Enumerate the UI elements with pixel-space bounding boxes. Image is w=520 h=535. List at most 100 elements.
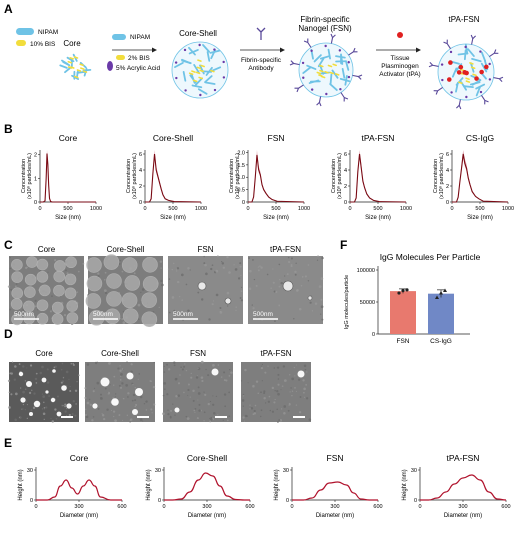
afm-noise — [281, 385, 284, 387]
afm-noise — [263, 390, 266, 393]
afm-noise — [19, 387, 22, 389]
afm-noise — [253, 409, 256, 413]
tem-title: Core — [38, 245, 56, 254]
polymer-strand — [463, 49, 467, 61]
tem-particle — [38, 284, 51, 297]
afm-noise — [43, 418, 45, 421]
afm-noise — [122, 397, 125, 400]
afm-noise — [268, 395, 271, 398]
nta-error-band — [452, 150, 508, 202]
tem-noise — [293, 318, 295, 320]
acrylic-acid-label: 5% Acrylic Acid — [116, 65, 160, 72]
panel-a-schematic: NIPAM 10% BIS Core NIPAM 2% BIS 5% Acryl… — [16, 15, 504, 110]
panel-f-igg-bar-chart: IgG Molecules Per Particle 0 50000 100000 Ig… — [344, 252, 481, 345]
tem-noise — [294, 273, 297, 276]
afm-noise — [260, 409, 263, 412]
tem-particle — [24, 273, 37, 286]
afm-particle — [174, 407, 180, 413]
afm-noise — [74, 414, 77, 417]
polymer-strand — [188, 46, 196, 56]
tem-noise — [240, 286, 243, 289]
x-tick-label: 600 — [501, 504, 510, 510]
afm-noise — [201, 379, 204, 383]
afm-noise — [26, 417, 28, 420]
afm-noise — [24, 408, 27, 411]
antibody-mark — [294, 84, 304, 93]
bis-crosslink — [472, 73, 477, 77]
y-tick-label: 50000 — [360, 300, 375, 306]
afm-title: FSN — [190, 349, 206, 358]
afm-noise — [121, 382, 124, 385]
tpa-label-3: Activator (tPA) — [379, 71, 420, 78]
afm-noise — [185, 415, 188, 418]
antibody-icon — [256, 27, 266, 40]
afm-noise — [134, 386, 137, 389]
bis-icon — [16, 40, 26, 46]
tem-noise — [296, 289, 299, 292]
afm-noise — [181, 368, 185, 371]
afm-noise — [22, 408, 24, 410]
afm-noise — [74, 389, 78, 393]
acrylic-acid-dot — [324, 44, 327, 48]
afm-noise — [84, 387, 87, 390]
tem-noise — [215, 293, 219, 297]
afm-noise — [204, 393, 207, 397]
polymer-strand — [319, 55, 331, 60]
tem-noise — [283, 275, 286, 277]
polymer-strand — [481, 51, 487, 62]
tem-noise — [257, 266, 260, 268]
height-profile-line — [291, 481, 378, 501]
afm-noise — [212, 364, 215, 367]
polymer-strand — [206, 51, 211, 62]
y-tick-label: 0 — [34, 200, 37, 206]
bis-crosslink — [210, 69, 215, 73]
afm-noise — [71, 413, 74, 416]
afm-noise — [242, 395, 245, 397]
y-tick-label: 30 — [27, 468, 33, 474]
afm-noise — [8, 391, 11, 394]
afm-noise — [280, 408, 283, 410]
tem-noise — [270, 287, 272, 289]
tem-particle — [85, 293, 102, 309]
tem-noise — [176, 280, 180, 284]
afm-noise — [68, 378, 70, 380]
afm-particle — [52, 369, 56, 373]
afm-noise — [89, 403, 92, 406]
bar-cs-igg — [428, 293, 454, 334]
afm-noise — [215, 395, 218, 398]
y-axis-label: IgG molecules/particle — [344, 275, 350, 329]
afm-noise — [138, 373, 141, 375]
afm-noise — [228, 391, 231, 394]
afm-noise — [249, 408, 251, 410]
afm-noise — [21, 365, 25, 368]
arrow-3-head — [416, 47, 421, 53]
afm-particle — [56, 411, 62, 417]
tem-noise — [121, 317, 124, 321]
bis-crosslink — [199, 69, 204, 73]
afm-noise — [64, 410, 67, 413]
x-tick-label: 500 — [475, 206, 484, 212]
tem-particle — [121, 292, 138, 309]
nta-series-line — [145, 153, 202, 203]
acrylic-acid-dot — [213, 48, 216, 51]
afm-noise — [267, 400, 271, 403]
afm-noise — [203, 420, 205, 422]
tem-noise — [278, 304, 281, 307]
afm-noise — [254, 404, 257, 407]
nta-chart-2: Core-Shell 0 2 4 6 0 500 1000 Size (nm) Concentra… — [126, 133, 207, 221]
polymer-strand — [202, 44, 210, 53]
tem-noise — [178, 313, 181, 316]
tem-noise — [10, 288, 13, 291]
antibody-mark — [433, 87, 443, 95]
tem-particle — [86, 257, 102, 273]
afm-particle — [66, 403, 72, 409]
tem-noise — [34, 299, 37, 302]
afm-noise — [170, 409, 173, 412]
afm-noise — [51, 420, 55, 423]
afm-noise — [114, 396, 117, 398]
acrylic-acid-dot — [479, 90, 483, 94]
tem-particle — [11, 259, 23, 271]
x-tick-label: 300 — [74, 504, 83, 510]
antibody-label-2: Antibody — [248, 65, 274, 72]
